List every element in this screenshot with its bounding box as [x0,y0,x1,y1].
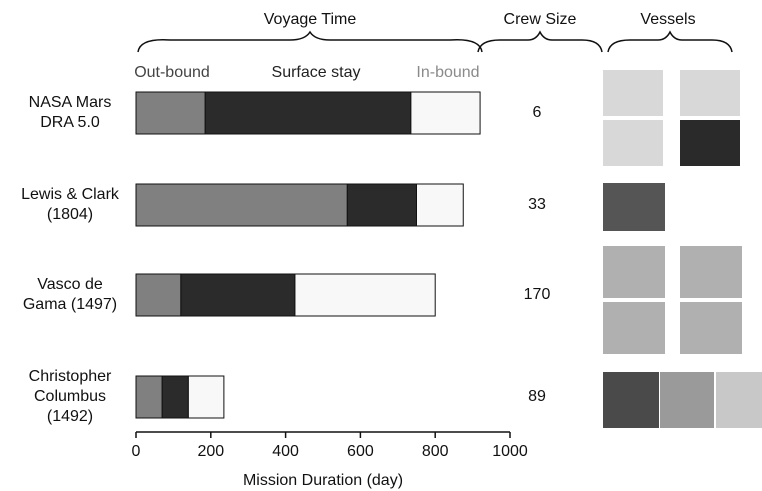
bar-segment [347,184,416,226]
bar-segment [417,184,464,226]
bar-segment [136,376,162,418]
vessel-image [716,372,762,428]
brace-crew [478,32,602,52]
x-tick-label: 200 [197,443,224,460]
bar-segment [136,274,181,316]
x-tick-label: 600 [347,443,374,460]
x-tick-label: 0 [132,443,141,460]
crew-size: 170 [524,286,551,303]
crew-size: 89 [528,388,546,405]
braces [138,32,732,52]
vessel-image [680,302,742,354]
series-label: Out-bound [134,64,210,81]
x-tick-label: 800 [422,443,449,460]
vessel-image [660,372,714,428]
x-tick-label: 1000 [492,443,528,460]
bar-segment [181,274,295,316]
header-crew-size: Crew Size [504,11,577,28]
series-label: In-bound [416,64,479,81]
vessel-image [680,70,740,116]
chart: Voyage Time Crew Size Vessels NASA MarsD… [0,0,762,491]
vessel-image [603,183,665,231]
series-label: Surface stay [272,64,361,81]
bar-segment [205,92,411,134]
bar-segment [295,274,435,316]
x-axis-label: Mission Duration (day) [243,472,403,489]
header-vessels: Vessels [640,11,695,28]
vessel-images [603,70,762,428]
crew-size: 33 [528,196,546,213]
bar-segment [188,376,224,418]
vessel-image [680,120,740,166]
brace-vessels [608,32,732,52]
crew-size: 6 [533,104,542,121]
bar-segment [411,92,480,134]
bar-segment [162,376,188,418]
vessel-image [680,246,742,298]
vessel-image [603,70,663,116]
vessel-image [603,120,663,166]
brace-time [138,32,482,52]
vessel-image [603,246,665,298]
x-tick-label: 400 [272,443,299,460]
header-voyage-time: Voyage Time [264,11,357,28]
bar-segment [136,92,205,134]
vessel-image [603,302,665,354]
category-label: Lewis & Clark(1804) [21,186,120,223]
bar-segment [136,184,347,226]
vessel-image [603,372,659,428]
